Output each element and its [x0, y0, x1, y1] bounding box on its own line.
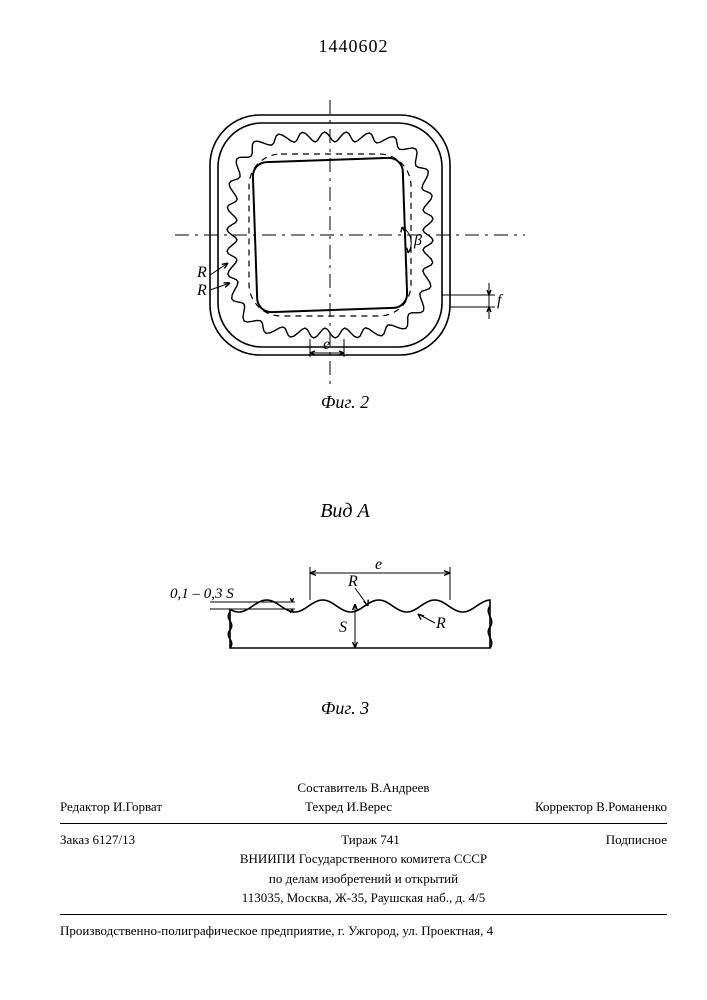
figure-2-drawing: RRβ e f — [150, 90, 540, 390]
patent-number: 1440602 — [0, 36, 707, 57]
footer-addr: 113035, Москва, Ж-35, Раушская наб., д. … — [60, 888, 667, 908]
footer-techred: Техред И.Верес — [305, 797, 392, 817]
svg-text:R: R — [196, 282, 207, 299]
footer-order: Заказ 6127/13 — [60, 830, 135, 850]
svg-text:S: S — [339, 619, 347, 636]
svg-text:R: R — [347, 573, 358, 590]
footer-composer: Составитель В.Андреев — [60, 778, 667, 798]
figure-2-caption: Фиг. 2 — [150, 392, 540, 413]
svg-text:R: R — [435, 615, 446, 632]
figure-3-caption: Фиг. 3 — [150, 698, 540, 719]
footer-tirazh: Тираж 741 — [341, 830, 400, 850]
figure-3: Вид А e 0,1 – 0,3 S R R S Фиг. 3 — [150, 500, 540, 720]
footer-corrector: Корректор В.Романенко — [535, 797, 667, 817]
figure-3-drawing: e 0,1 – 0,3 S R R S — [150, 528, 540, 698]
footer-printer: Производственно-полиграфическое предприя… — [60, 921, 667, 941]
svg-text:f: f — [497, 292, 504, 309]
figure-2: RRβ e f Фиг. 2 — [150, 90, 540, 430]
svg-text:e: e — [375, 556, 382, 573]
footer-org2: по делам изобретений и открытий — [60, 869, 667, 889]
svg-text:e: e — [323, 336, 330, 353]
footer-org1: ВНИИПИ Государственного комитета СССР — [60, 849, 667, 869]
footer-editor: Редактор И.Горват — [60, 797, 162, 817]
footer-block: Составитель В.Андреев Редактор И.Горват … — [60, 778, 667, 941]
svg-text:R: R — [196, 264, 207, 281]
divider — [60, 823, 667, 824]
svg-text:β: β — [413, 232, 422, 249]
patent-figure-page: 1440602 RRβef Фиг. 2 Вид А e0,1 – 0,3 SR… — [0, 0, 707, 1000]
svg-text:0,1 – 0,3 S: 0,1 – 0,3 S — [170, 586, 234, 602]
figure-3-title: Вид А — [150, 500, 540, 523]
footer-subscript: Подписное — [606, 830, 667, 850]
divider — [60, 914, 667, 915]
